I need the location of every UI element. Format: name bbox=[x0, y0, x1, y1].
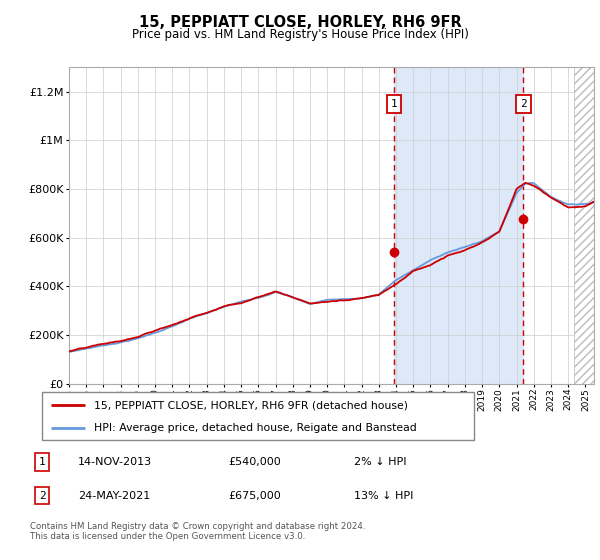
Text: Price paid vs. HM Land Registry's House Price Index (HPI): Price paid vs. HM Land Registry's House … bbox=[131, 28, 469, 41]
Text: Contains HM Land Registry data © Crown copyright and database right 2024.
This d: Contains HM Land Registry data © Crown c… bbox=[30, 522, 365, 542]
Text: HPI: Average price, detached house, Reigate and Banstead: HPI: Average price, detached house, Reig… bbox=[94, 423, 416, 433]
Text: £675,000: £675,000 bbox=[228, 491, 281, 501]
Text: 15, PEPPIATT CLOSE, HORLEY, RH6 9FR (detached house): 15, PEPPIATT CLOSE, HORLEY, RH6 9FR (det… bbox=[94, 400, 408, 410]
Text: 15, PEPPIATT CLOSE, HORLEY, RH6 9FR: 15, PEPPIATT CLOSE, HORLEY, RH6 9FR bbox=[139, 15, 461, 30]
Text: 2: 2 bbox=[38, 491, 46, 501]
Text: £540,000: £540,000 bbox=[228, 457, 281, 467]
Text: 1: 1 bbox=[391, 99, 397, 109]
Bar bbox=[574, 67, 600, 384]
Text: 14-NOV-2013: 14-NOV-2013 bbox=[78, 457, 152, 467]
Text: 2: 2 bbox=[520, 99, 527, 109]
Bar bbox=[574, 67, 600, 384]
Text: 1: 1 bbox=[38, 457, 46, 467]
Text: 24-MAY-2021: 24-MAY-2021 bbox=[78, 491, 150, 501]
Bar bbox=[394, 67, 523, 384]
Text: 13% ↓ HPI: 13% ↓ HPI bbox=[354, 491, 413, 501]
Text: 2% ↓ HPI: 2% ↓ HPI bbox=[354, 457, 407, 467]
FancyBboxPatch shape bbox=[42, 392, 474, 440]
